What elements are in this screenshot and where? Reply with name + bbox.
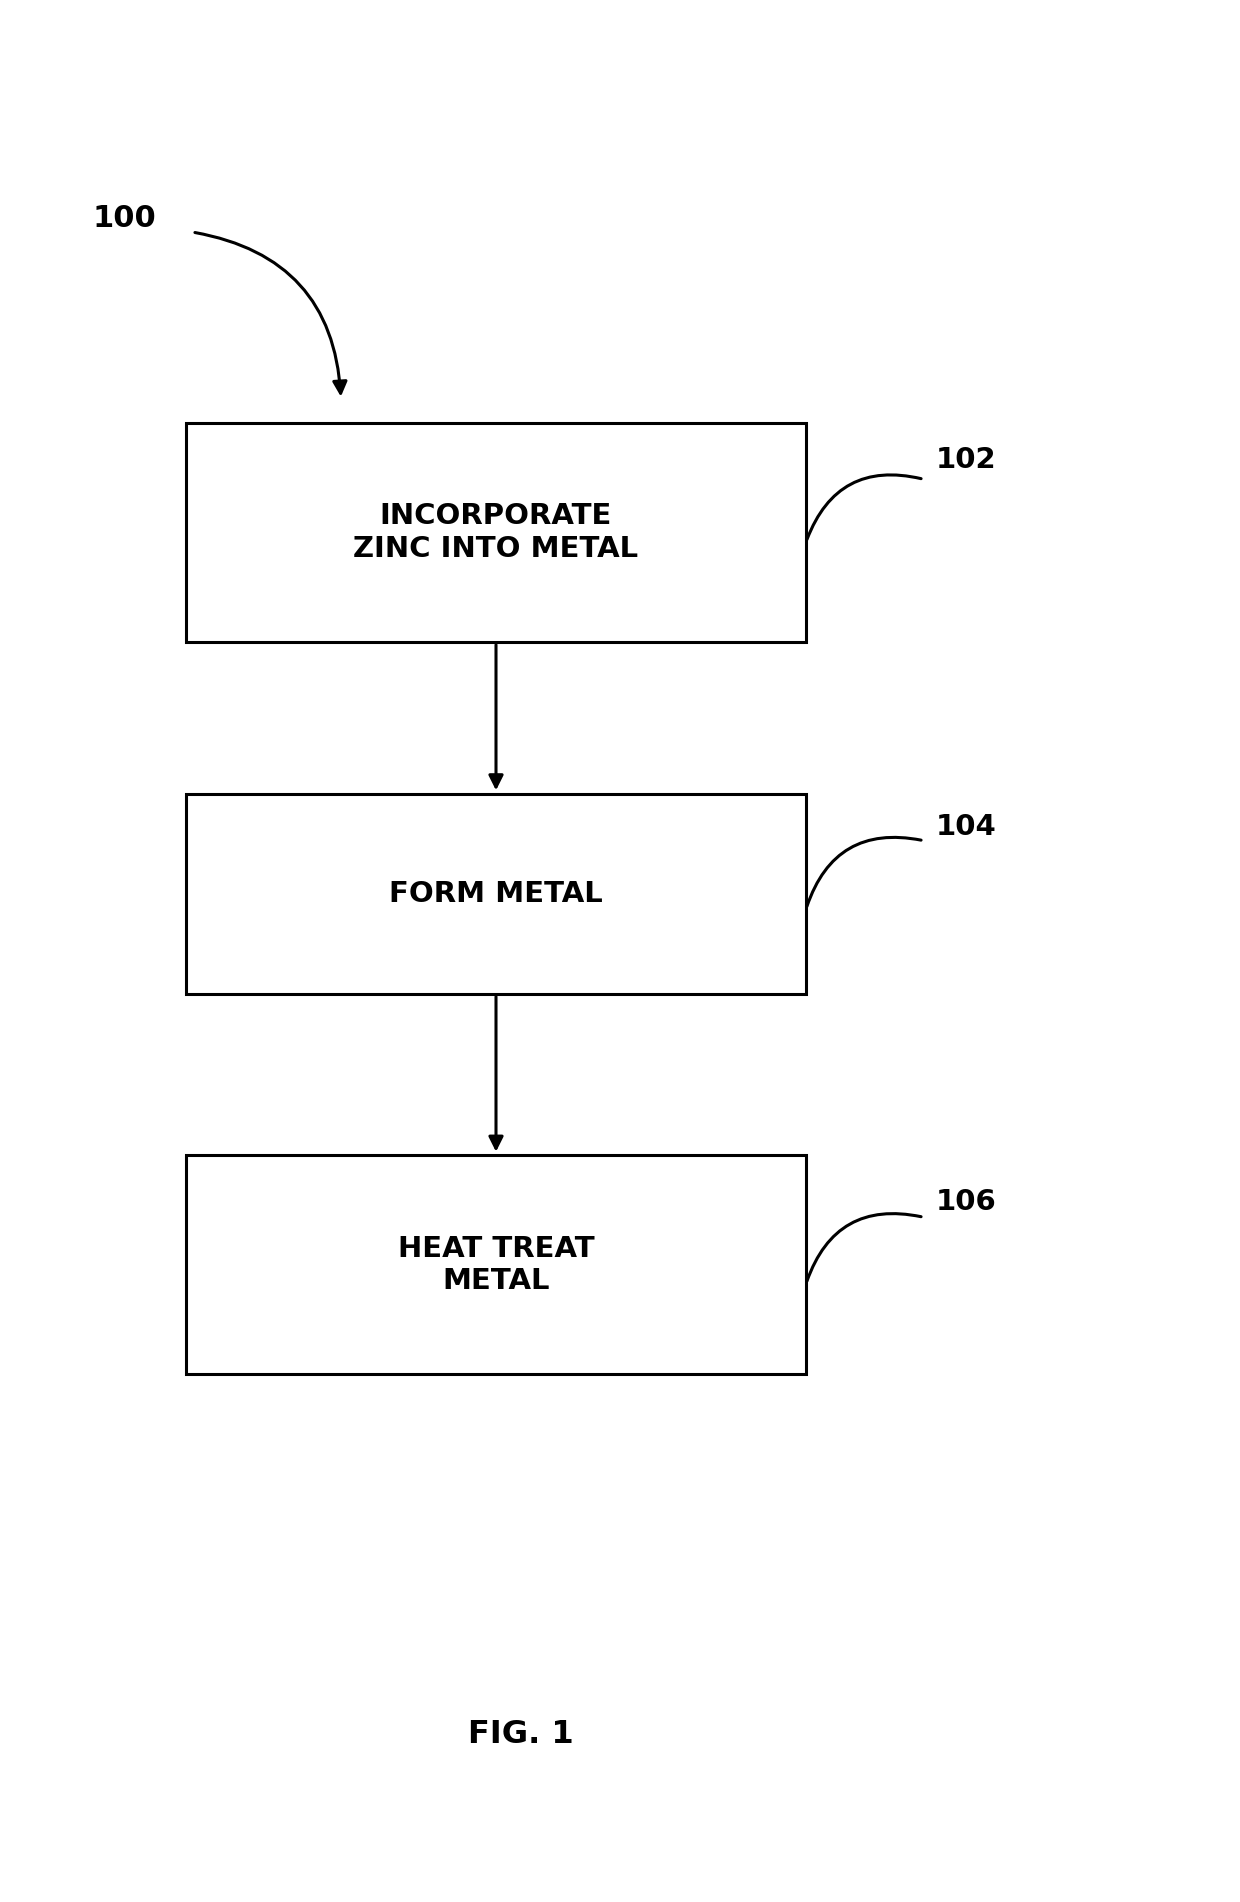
Text: FIG. 1: FIG. 1 xyxy=(467,1719,574,1750)
Bar xyxy=(186,424,806,643)
Bar xyxy=(186,795,806,993)
Text: INCORPORATE
ZINC INTO METAL: INCORPORATE ZINC INTO METAL xyxy=(353,502,639,563)
Text: 106: 106 xyxy=(936,1189,997,1215)
Bar xyxy=(186,1155,806,1373)
Text: FORM METAL: FORM METAL xyxy=(389,881,603,907)
Text: HEAT TREAT
METAL: HEAT TREAT METAL xyxy=(398,1234,594,1295)
Text: 104: 104 xyxy=(936,814,997,841)
Text: 100: 100 xyxy=(93,204,156,234)
Text: 102: 102 xyxy=(936,447,997,474)
